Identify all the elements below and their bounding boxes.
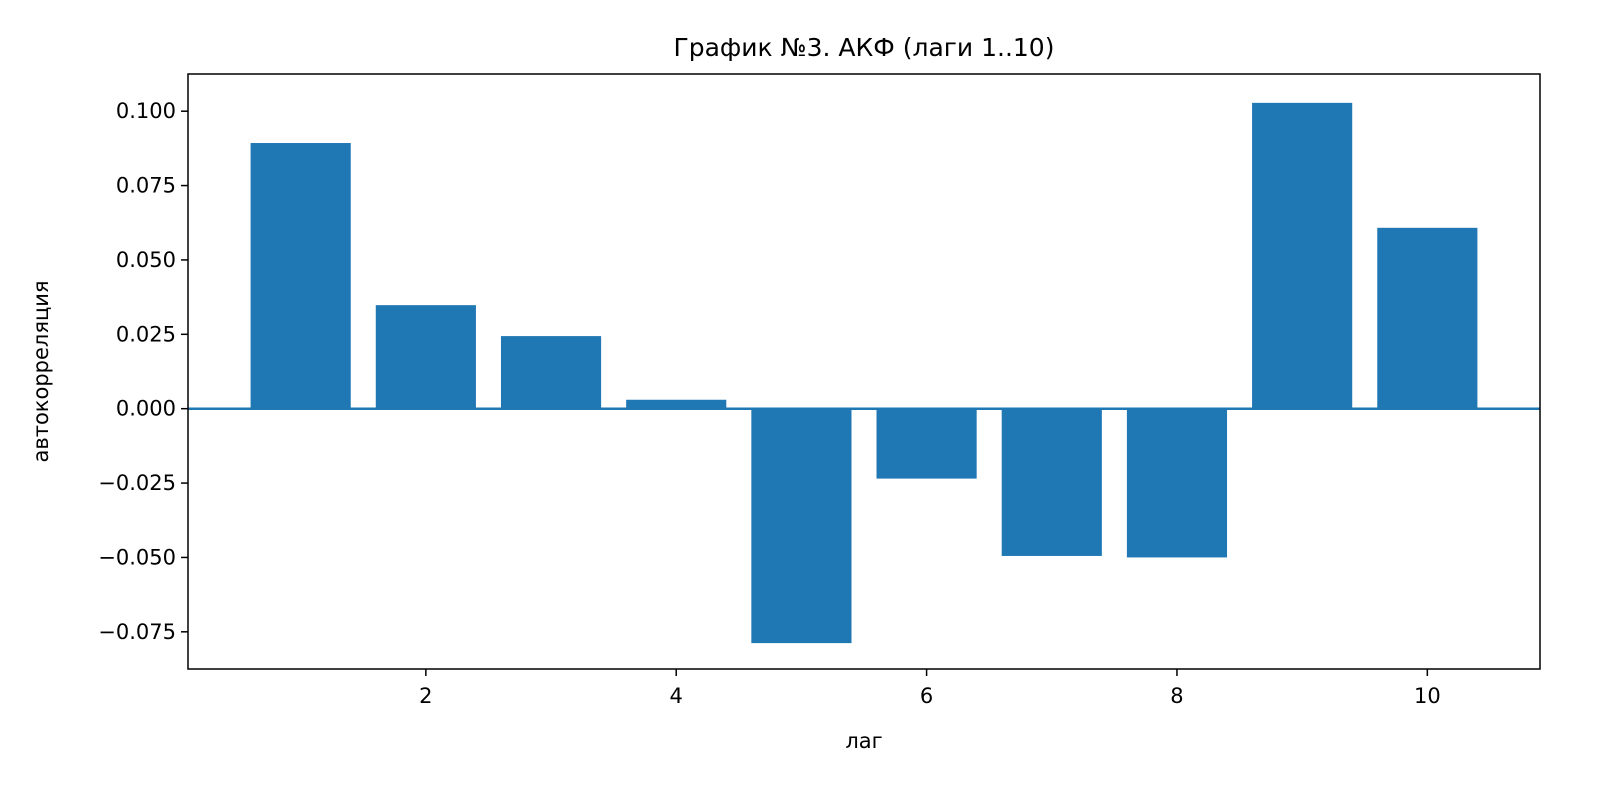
bar-lag-3 (500, 336, 602, 409)
plot-area-frame (187, 73, 1541, 670)
y-axis-label: автокорреляция (29, 280, 53, 462)
bar-lag-2 (375, 305, 476, 409)
y-ticks-layer: −0.075 −0.050 −0.025 0.000 0.025 0.050 0.075 0.… (98, 99, 188, 644)
x-tick-label: 4 (670, 684, 683, 708)
bar-lag-6 (876, 408, 977, 479)
bar-lag-5 (751, 408, 852, 644)
x-tick-label: 10 (1414, 684, 1441, 708)
y-tick-label: 0.025 (116, 322, 176, 346)
y-tick-label: 0.100 (116, 99, 176, 123)
bar-lag-4 (626, 399, 727, 409)
x-tick-label: 8 (1170, 684, 1183, 708)
bar-lag-8 (1126, 408, 1228, 558)
y-tick-label: −0.050 (98, 545, 176, 569)
y-tick-label: −0.025 (98, 471, 176, 495)
x-ticks-layer: 2 4 6 8 10 (419, 669, 1441, 708)
y-tick-label: −0.075 (98, 620, 176, 644)
x-tick-label: 6 (920, 684, 933, 708)
chart-title: График №3. АКФ (лаги 1..10) (674, 33, 1055, 62)
y-tick-label: 0.075 (116, 174, 176, 198)
bars-layer (250, 102, 1478, 644)
x-axis-label: лаг (845, 729, 882, 753)
bar-lag-7 (1001, 408, 1102, 556)
bar-lag-1 (250, 143, 351, 409)
y-tick-label: 0.000 (116, 397, 176, 421)
x-tick-label: 2 (419, 684, 432, 708)
bar-lag-10 (1377, 227, 1478, 409)
bar-lag-9 (1252, 102, 1353, 409)
y-tick-label: 0.050 (116, 248, 176, 272)
